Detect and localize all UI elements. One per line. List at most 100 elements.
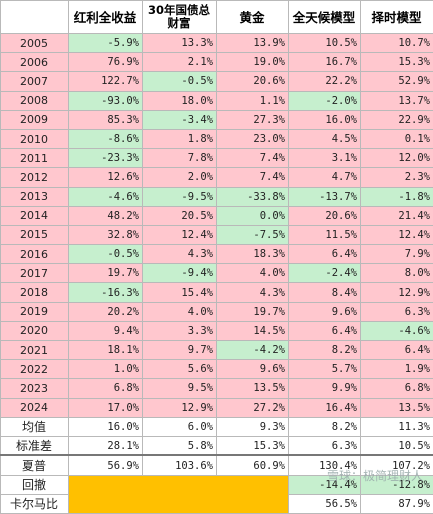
year-cell: 2007 — [1, 72, 69, 91]
return-cell: 9.7% — [143, 341, 217, 360]
return-cell: 13.5% — [361, 398, 433, 417]
return-cell: 18.0% — [143, 91, 217, 110]
return-cell: -9.5% — [143, 187, 217, 206]
stddev-value: 28.1% — [69, 436, 143, 455]
corner-cell — [1, 1, 69, 34]
sharpe-value: 103.6% — [143, 455, 217, 475]
year-cell: 2006 — [1, 53, 69, 72]
return-cell: 19.0% — [217, 53, 289, 72]
return-cell: 4.3% — [143, 245, 217, 264]
year-cell: 2015 — [1, 225, 69, 244]
year-cell: 2011 — [1, 149, 69, 168]
drawdown-label: 回撤 — [1, 475, 69, 494]
return-cell: 4.3% — [217, 283, 289, 302]
sharpe-label: 夏普 — [1, 455, 69, 475]
return-cell: 2.3% — [361, 168, 433, 187]
return-cell: -13.7% — [289, 187, 361, 206]
return-cell: 13.9% — [217, 34, 289, 53]
year-cell: 2018 — [1, 283, 69, 302]
sharpe-value: 60.9% — [217, 455, 289, 475]
return-cell: 21.4% — [361, 206, 433, 225]
return-cell: 8.4% — [289, 283, 361, 302]
return-cell: 4.0% — [143, 302, 217, 321]
return-cell: -8.6% — [69, 129, 143, 148]
return-cell: 12.9% — [361, 283, 433, 302]
return-cell: 12.9% — [143, 398, 217, 417]
year-cell: 2008 — [1, 91, 69, 110]
year-cell: 2021 — [1, 341, 69, 360]
return-cell: -4.6% — [69, 187, 143, 206]
return-cell: 12.4% — [361, 225, 433, 244]
return-cell: 13.7% — [361, 91, 433, 110]
return-cell: 23.0% — [217, 129, 289, 148]
return-cell: -3.4% — [143, 110, 217, 129]
watermark: 雪球：极简理财人 — [327, 467, 423, 484]
return-cell: 10.7% — [361, 34, 433, 53]
stddev-value: 6.3% — [289, 436, 361, 455]
year-cell: 2020 — [1, 321, 69, 340]
return-cell: 13.5% — [217, 379, 289, 398]
return-cell: 7.8% — [143, 149, 217, 168]
mean-value: 6.0% — [143, 417, 217, 436]
stddev-value: 15.3% — [217, 436, 289, 455]
return-cell: 4.7% — [289, 168, 361, 187]
return-cell: 13.3% — [143, 34, 217, 53]
mean-row: 均值 16.0% 6.0% 9.3% 8.2% 11.3% — [1, 417, 433, 436]
return-cell: 5.7% — [289, 360, 361, 379]
stddev-label: 标准差 — [1, 436, 69, 455]
calmar-value: 56.5% — [289, 494, 361, 513]
return-cell: -23.3% — [69, 149, 143, 168]
return-cell: -33.8% — [217, 187, 289, 206]
return-cell: 18.1% — [69, 341, 143, 360]
return-cell: -0.5% — [143, 72, 217, 91]
year-cell: 2023 — [1, 379, 69, 398]
return-cell: 1.9% — [361, 360, 433, 379]
return-cell: -9.4% — [143, 264, 217, 283]
return-cell: 15.3% — [361, 53, 433, 72]
return-cell: 22.9% — [361, 110, 433, 129]
year-cell: 2013 — [1, 187, 69, 206]
year-cell: 2019 — [1, 302, 69, 321]
return-cell: 9.6% — [289, 302, 361, 321]
year-cell: 2012 — [1, 168, 69, 187]
return-cell: -2.0% — [289, 91, 361, 110]
return-cell: 0.1% — [361, 129, 433, 148]
return-cell: -1.8% — [361, 187, 433, 206]
return-cell: 48.2% — [69, 206, 143, 225]
return-cell: 12.4% — [143, 225, 217, 244]
return-cell: 32.8% — [69, 225, 143, 244]
mean-value: 16.0% — [69, 417, 143, 436]
header-gold: 黄金 — [217, 1, 289, 34]
sharpe-value: 56.9% — [69, 455, 143, 475]
return-cell: 12.0% — [361, 149, 433, 168]
return-cell: 8.2% — [289, 341, 361, 360]
return-cell: 4.0% — [217, 264, 289, 283]
return-cell: 16.0% — [289, 110, 361, 129]
return-cell: 7.4% — [217, 168, 289, 187]
return-cell: -7.5% — [217, 225, 289, 244]
return-cell: 2.0% — [143, 168, 217, 187]
return-cell: 12.6% — [69, 168, 143, 187]
return-cell: 85.3% — [69, 110, 143, 129]
year-cell: 2014 — [1, 206, 69, 225]
stddev-value: 5.8% — [143, 436, 217, 455]
return-cell: 27.2% — [217, 398, 289, 417]
return-cell: 4.5% — [289, 129, 361, 148]
return-cell: -16.3% — [69, 283, 143, 302]
year-row: 2008-93.0%18.0%1.1%-2.0%13.7% — [1, 91, 433, 110]
year-row: 2016-0.5%4.3%18.3%6.4%7.9% — [1, 245, 433, 264]
return-cell: 20.5% — [143, 206, 217, 225]
header-dividend: 红利全收益 — [69, 1, 143, 34]
mean-value: 9.3% — [217, 417, 289, 436]
return-cell: -4.6% — [361, 321, 433, 340]
stddev-row: 标准差 28.1% 5.8% 15.3% 6.3% 10.5% — [1, 436, 433, 455]
highlight-block — [69, 475, 289, 513]
